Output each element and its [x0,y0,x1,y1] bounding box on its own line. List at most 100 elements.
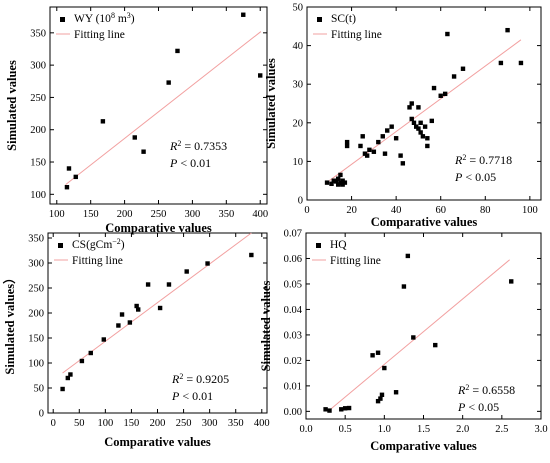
legend-marker [317,17,322,22]
y-tick-label: 0.02 [284,356,302,367]
data-point [431,85,437,91]
data-point [249,252,254,258]
x-axis-label: Comparative values [105,221,212,235]
y-tick-label: 350 [30,28,46,39]
data-point [405,253,411,259]
data-point [518,60,524,66]
fitting-line [65,31,262,186]
legend-series-label: SC(t) [331,13,356,25]
legend-fit-label: Fitting line [74,29,125,41]
data-point [60,386,65,392]
data-point [329,181,334,186]
x-tick-label: 250 [176,418,192,429]
data-point [64,185,70,190]
data-point [409,101,414,106]
data-point [68,372,73,377]
data-point [418,130,423,135]
data-point [134,303,139,309]
y-tick-label: 50 [293,3,304,14]
x-tick-label: 200 [150,418,166,429]
data-point [346,405,352,411]
data-point [360,134,365,139]
data-point [445,31,450,37]
x-tick-label: 0 [304,205,309,216]
x-tick-label: 350 [228,418,244,429]
y-tick-label: 0.00 [284,407,302,418]
data-point [241,12,246,17]
y-tick-label: 0.03 [284,330,302,341]
data-point [376,139,381,145]
data-point [342,406,348,411]
data-point [375,398,381,404]
y-tick-label: 10 [293,157,304,168]
data-point [416,126,421,131]
data-point [336,182,341,187]
x-tick-label: 300 [202,418,218,429]
legend-series-label: CS(gCm−2) [72,237,125,252]
r-squared-annotation: R2 = 0.7353 [169,139,227,154]
data-point [409,116,414,122]
x-tick-label: 250 [151,209,167,220]
data-point [342,180,348,185]
data-point [451,74,457,79]
legend-marker [60,17,65,22]
y-tick-label: 0.05 [284,279,302,290]
data-point [382,151,388,156]
data-point [88,350,93,356]
data-point [393,136,399,141]
y-tick-label: 200 [28,309,44,320]
x-tick-label: 2.0 [456,424,469,435]
y-tick-label: 100 [28,359,44,370]
x-tick-label: 400 [252,209,268,220]
data-point [324,180,330,185]
data-point [132,135,137,140]
data-point [411,335,416,340]
legend-fit-label: Fitting line [331,29,382,41]
x-tick-label: 350 [218,209,234,220]
data-point [344,143,350,149]
data-point [401,284,407,289]
data-point [389,124,394,129]
data-point [505,27,510,33]
y-axis-label: Simulated values） [2,271,17,374]
data-point [398,153,403,158]
data-point [101,337,106,342]
y-axis-label: Simulated values [5,60,19,151]
data-point [166,282,172,287]
data-point [333,179,339,184]
data-point [358,143,363,149]
data-point [382,365,387,371]
y-tick-label: 0.06 [284,254,302,265]
data-point [362,151,368,156]
legend-series-label: HQ [330,239,347,251]
x-tick-label: 20 [346,205,357,216]
y-tick-label: 200 [30,125,46,136]
y-tick-label: 0.07 [284,229,302,240]
x-tick-label: 100 [97,418,113,429]
data-point [385,128,390,133]
data-point [65,375,71,381]
data-point [422,124,428,129]
legend-series-label: WY (108 m3) [74,11,135,26]
data-point [379,392,385,397]
x-tick-label: 3.0 [534,424,547,435]
data-point [119,312,125,317]
legend-marker [58,243,63,248]
y-tick-label: 100 [30,190,46,201]
data-point [400,161,406,166]
data-point [433,342,438,348]
x-tick-label: 0.0 [299,424,312,435]
data-point [425,143,430,149]
y-tick-label: 0.04 [284,305,303,316]
x-tick-label: 40 [391,205,402,216]
data-point [344,139,350,145]
y-tick-label: 40 [293,41,304,52]
y-tick-label: 20 [293,118,304,129]
data-point [166,80,171,85]
r-squared-annotation: R2 = 0.7718 [454,153,512,168]
p-value-annotation: P < 0.05 [454,170,496,184]
y-tick-label: 30 [293,80,304,91]
data-point [442,91,448,97]
y-tick-label: 250 [28,284,44,295]
